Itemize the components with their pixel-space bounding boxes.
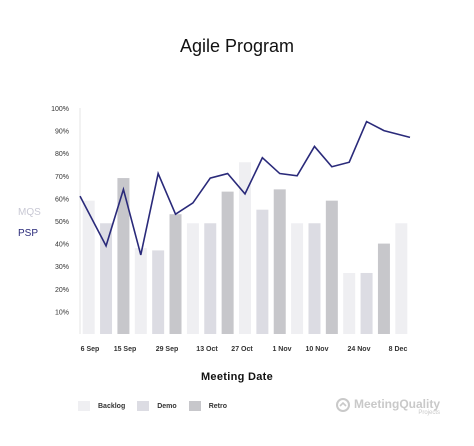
brand-subtitle: Projects [418,410,441,416]
legend-label: Backlog [98,402,126,410]
legend-swatch [137,401,150,411]
bar-retro [117,178,130,334]
brand-logo: MeetingQuality Projects [336,398,440,416]
bar-demo [100,223,113,334]
bar-backlog [134,248,147,334]
x-tick-label: 1 Nov [272,346,291,353]
legend: Backlog Demo Retro [78,401,227,411]
y-tick-label: 70% [55,174,69,181]
x-axis-title: Meeting Date [200,371,274,383]
y-tick-label: 40% [55,242,69,249]
bar-retro [377,243,390,334]
x-tick-label: 29 Sep [156,346,179,353]
bar-demo [308,223,321,334]
legend-item-retro: Retro [188,401,227,411]
y-tick-label: 20% [55,287,69,294]
y-tick-label: 90% [55,129,69,136]
y-tick-label: 50% [55,219,69,226]
bar-retro [169,214,182,334]
legend-label: Demo [157,402,177,410]
brand-mark-icon [336,398,350,412]
bar-demo [256,209,269,334]
chart-title: Agile Program [179,36,295,56]
x-tick-label: 27 Oct [231,346,253,353]
bar-retro [325,200,338,334]
brand-name: MeetingQuality [354,397,441,411]
bar-backlog [395,223,408,334]
legend-item-backlog: Backlog [78,401,125,411]
x-tick-label: 10 Nov [306,346,329,353]
legend-label: Retro [208,402,227,410]
side-labels: MQS PSP [18,207,41,239]
legend-swatch [78,401,90,411]
side-label-mqs: MQS [18,207,41,218]
y-tick-label: 30% [55,264,69,271]
psp-line [79,120,411,256]
bar-demo [204,223,217,334]
y-tick-label: 60% [55,196,69,203]
x-tick-label: 24 Nov [348,346,371,353]
bar-backlog [239,162,251,334]
bar-backlog [343,272,356,334]
y-tick-label: 100% [51,106,69,113]
x-tick-label: 15 Sep [114,346,137,353]
bar-retro [221,191,234,334]
bar-backlog [291,223,304,334]
bar-demo [360,272,373,334]
legend-item-demo: Demo [137,401,177,411]
y-tick-label: 80% [55,151,69,158]
x-tick-label: 6 Sep [81,346,100,353]
x-tick-label: 8 Dec [389,346,408,353]
side-label-psp: PSP [18,228,39,239]
bar-retro [273,189,286,334]
bar-demo [152,250,165,334]
y-tick-label: 10% [55,309,69,316]
legend-swatch [188,401,201,411]
x-tick-label: 13 Oct [196,346,218,353]
bar-backlog [186,223,199,334]
bar-backlog [82,200,95,334]
